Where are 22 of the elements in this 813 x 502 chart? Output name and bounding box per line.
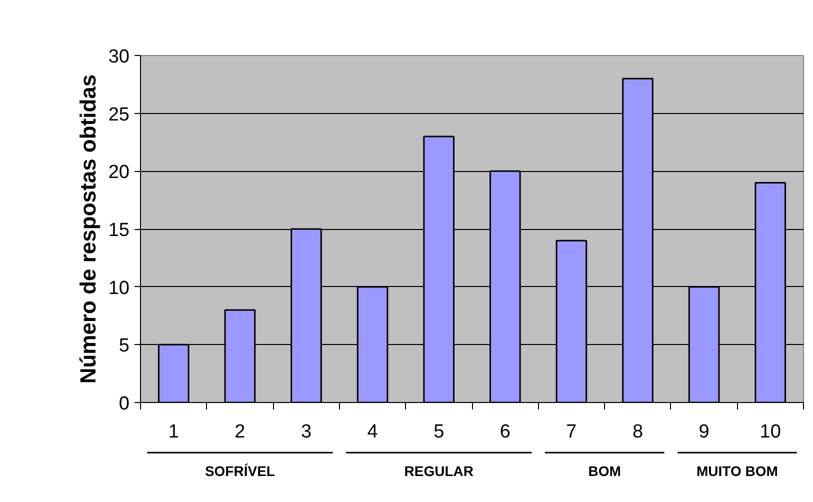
- y-tick-label: 25: [108, 104, 130, 126]
- text: SOFRÍVEL: [204, 462, 276, 479]
- x-tick-label: 6: [500, 422, 510, 442]
- y-tick-label: 10: [108, 278, 130, 299]
- x-tick-label: 7: [566, 422, 577, 442]
- y-tick-label: 0: [118, 394, 130, 414]
- y-tick-label: 5: [118, 336, 130, 357]
- text: REGULAR: [404, 462, 474, 479]
- y-tick-label: 15: [108, 220, 130, 241]
- x-tick-label: 2: [234, 422, 246, 442]
- x-tick-label: 5: [434, 422, 444, 442]
- x-tick-label: 9: [698, 422, 710, 442]
- text: BOM: [588, 462, 621, 479]
- y-axis-title: Número de respostas obtidas: [75, 74, 100, 384]
- y-tick-label: 20: [108, 162, 130, 184]
- x-tick-label: 10: [760, 422, 781, 442]
- x-tick-label: 1: [168, 422, 179, 442]
- x-tick-label: 3: [300, 422, 312, 442]
- x-tick-label: 8: [632, 422, 644, 442]
- x-tick-label: 4: [367, 422, 378, 442]
- y-tick-label: 30: [108, 46, 130, 68]
- text: MUITO BOM: [696, 462, 778, 479]
